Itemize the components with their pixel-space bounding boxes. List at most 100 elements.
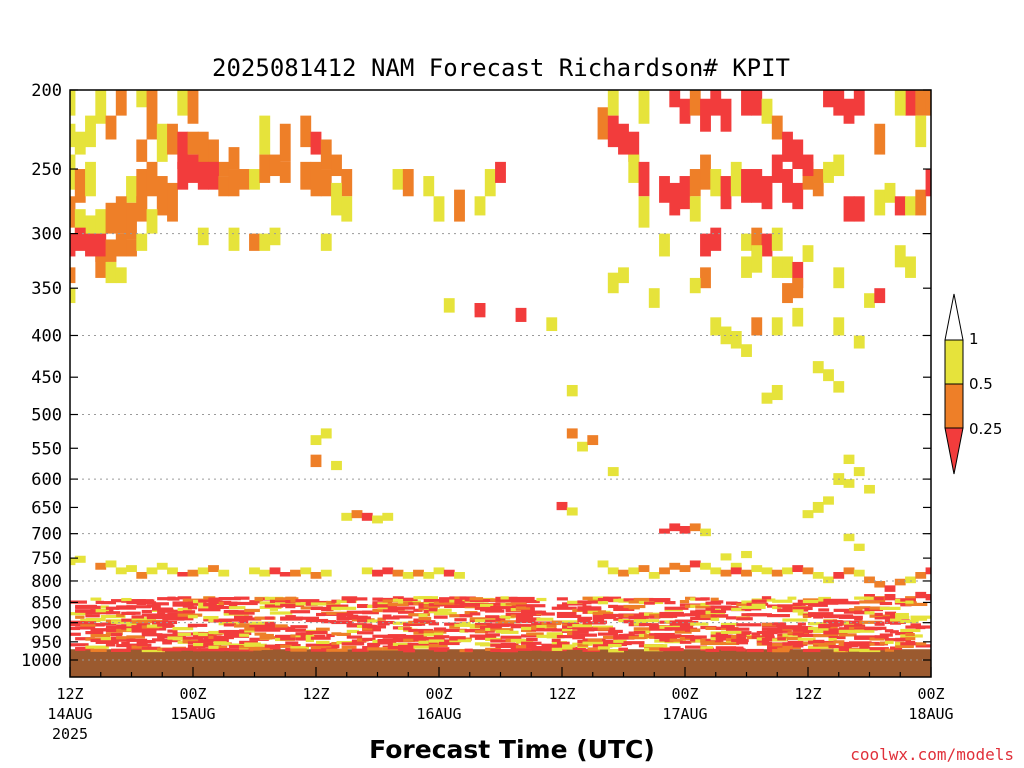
data-cell xyxy=(577,628,595,632)
data-cell xyxy=(208,161,219,190)
data-cell xyxy=(279,572,291,577)
data-cell xyxy=(464,603,477,607)
data-cell xyxy=(136,233,148,251)
data-cell xyxy=(280,644,292,648)
data-cell xyxy=(741,256,752,278)
data-cell xyxy=(469,598,492,603)
data-cell xyxy=(341,196,353,222)
data-cell xyxy=(777,637,786,641)
data-cell xyxy=(193,634,217,638)
data-cell xyxy=(859,620,883,624)
data-cell xyxy=(689,90,701,116)
data-cell xyxy=(526,637,538,642)
data-cell xyxy=(444,604,458,609)
data-cell xyxy=(469,612,481,616)
data-cell xyxy=(136,169,148,210)
data-cell xyxy=(203,642,216,647)
data-cell xyxy=(910,615,931,619)
data-cell xyxy=(761,623,777,627)
data-cell xyxy=(459,621,471,626)
x-tick-label: 12Z xyxy=(548,685,575,703)
data-cell xyxy=(234,596,250,600)
data-cell xyxy=(730,161,742,197)
data-cell xyxy=(90,638,115,643)
data-cell xyxy=(521,610,542,614)
data-cell xyxy=(515,606,531,610)
data-cell xyxy=(700,233,711,257)
data-cell xyxy=(74,169,86,203)
data-cell xyxy=(244,608,260,613)
data-cell xyxy=(351,510,363,519)
data-cell xyxy=(874,612,883,617)
data-cell xyxy=(85,215,96,240)
data-cell xyxy=(925,90,931,116)
data-cell xyxy=(197,567,209,575)
data-cell xyxy=(505,602,527,606)
data-cell xyxy=(121,597,132,602)
data-cell xyxy=(382,614,392,618)
data-cell xyxy=(228,645,244,649)
data-cell xyxy=(787,596,797,600)
data-cell xyxy=(136,90,148,108)
data-cell xyxy=(418,605,429,609)
data-cell xyxy=(136,572,148,579)
data-cell xyxy=(336,620,350,624)
data-cell xyxy=(736,617,753,621)
data-cell xyxy=(115,233,127,257)
data-cell xyxy=(162,609,188,613)
data-cell xyxy=(198,632,208,637)
data-cell xyxy=(474,622,493,627)
data-cell xyxy=(659,233,670,257)
data-cell xyxy=(751,599,767,603)
y-tick-label: 750 xyxy=(31,549,62,569)
data-cell xyxy=(177,615,193,619)
data-cell xyxy=(433,635,450,639)
data-cell xyxy=(802,567,814,575)
data-cell xyxy=(669,182,681,216)
data-cell xyxy=(70,600,87,604)
data-cell xyxy=(351,616,371,620)
data-cell xyxy=(705,641,715,645)
data-cell xyxy=(771,154,783,183)
data-cell xyxy=(664,601,676,605)
data-cell xyxy=(689,196,701,222)
data-cell xyxy=(710,614,729,618)
data-cell xyxy=(797,642,808,646)
data-cell xyxy=(326,606,336,610)
data-cell xyxy=(485,609,505,613)
data-cell xyxy=(290,646,309,650)
data-cell xyxy=(228,643,250,647)
data-cell xyxy=(223,611,233,615)
data-cell xyxy=(116,613,125,617)
data-cell xyxy=(341,642,365,646)
data-cell xyxy=(197,227,209,246)
data-cell xyxy=(111,599,126,603)
data-cell xyxy=(341,645,357,649)
x-tick-date-label: 17AUG xyxy=(662,705,707,723)
data-cell xyxy=(428,608,438,612)
data-cell xyxy=(874,596,884,601)
data-cell xyxy=(254,646,273,651)
data-cell xyxy=(295,637,313,641)
data-cell xyxy=(392,596,404,600)
data-cell xyxy=(526,642,536,646)
data-cell xyxy=(198,608,221,612)
data-cell xyxy=(346,623,367,627)
data-cell xyxy=(679,526,691,534)
data-cell xyxy=(172,627,194,631)
data-cell xyxy=(674,627,693,631)
data-cell xyxy=(275,634,295,638)
data-cell xyxy=(439,597,451,601)
data-cell xyxy=(336,615,347,619)
data-cell xyxy=(300,616,320,620)
chart-title: 2025081412 NAM Forecast Richardson# KPIT xyxy=(212,54,790,82)
data-cell xyxy=(70,622,82,627)
data-cell xyxy=(290,569,301,577)
data-cell xyxy=(674,620,699,625)
data-cell xyxy=(679,176,691,210)
data-cell xyxy=(833,90,845,116)
data-cell xyxy=(838,633,857,637)
data-cell xyxy=(367,642,381,646)
data-cell xyxy=(659,567,670,575)
data-cell xyxy=(597,646,610,650)
